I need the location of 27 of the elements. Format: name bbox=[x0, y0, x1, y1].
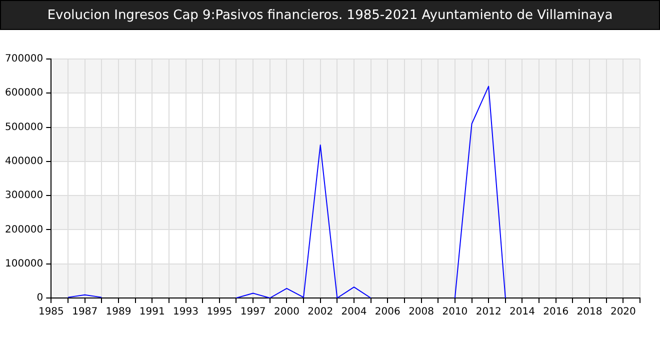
y-tick-label: 500000 bbox=[4, 122, 44, 133]
x-tick-label: 2008 bbox=[408, 306, 434, 318]
x-tick-label: 1997 bbox=[240, 306, 266, 318]
y-tick-label: 300000 bbox=[4, 190, 44, 202]
x-tick-label: 2000 bbox=[274, 306, 300, 318]
x-tick-label: 1993 bbox=[173, 306, 198, 318]
x-tick-label: 1987 bbox=[72, 306, 98, 318]
y-tick-label: 600000 bbox=[4, 88, 44, 99]
y-tick-label: 400000 bbox=[4, 156, 44, 168]
y-tick-label: 200000 bbox=[4, 224, 44, 236]
y-tick-label: 700000 bbox=[4, 54, 44, 65]
x-tick-label: 1985 bbox=[38, 306, 64, 318]
x-tick-label: 2004 bbox=[341, 306, 367, 318]
x-tick-label: 1995 bbox=[206, 306, 232, 318]
x-tick-label: 1991 bbox=[139, 306, 165, 318]
x-tick-label: 2020 bbox=[610, 306, 636, 318]
x-tick-label: 2010 bbox=[442, 306, 468, 318]
x-tick-label: 2018 bbox=[576, 306, 602, 318]
x-tick-label: 2014 bbox=[510, 306, 535, 318]
chart-title: Evolucion Ingresos Cap 9:Pasivos financieros. 1985-2021 Ayuntamiento de Villaminaya bbox=[0, 0, 660, 30]
y-tick-label: 100000 bbox=[4, 258, 44, 270]
x-tick-label: 2002 bbox=[308, 306, 334, 318]
y-tick-label: 0 bbox=[36, 292, 44, 304]
x-tick-label: 2016 bbox=[543, 306, 569, 318]
x-tick-label: 1989 bbox=[106, 306, 132, 318]
x-tick-label: 2012 bbox=[476, 306, 502, 318]
x-tick-label: 2006 bbox=[374, 306, 400, 318]
